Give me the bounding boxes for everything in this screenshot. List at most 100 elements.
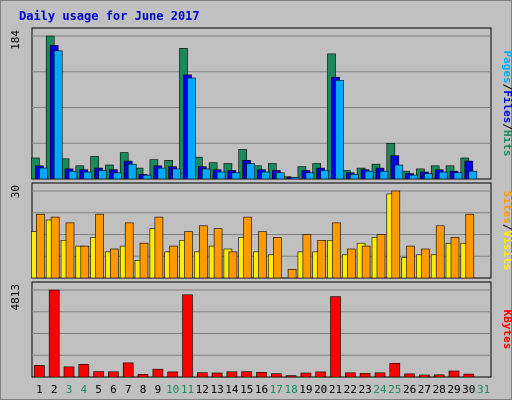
x-tick-label: 2 xyxy=(51,383,58,396)
axis-label-pages-files-hits: Pages/Files/Hits xyxy=(501,51,512,157)
bar-kbytes-day-12 xyxy=(197,372,208,378)
bar-kbytes-day-3 xyxy=(63,366,75,378)
axis-label-part: KBytes xyxy=(501,310,512,350)
x-tick-label: 28 xyxy=(433,383,446,396)
ymax-label-pages-files-hits: 184 xyxy=(9,30,22,50)
bar-kbytes-day-17 xyxy=(270,373,282,378)
x-tick-label: 17 xyxy=(270,383,283,396)
bar-sites-day-7 xyxy=(124,222,134,279)
x-tick-label: 18 xyxy=(284,383,297,396)
bar-sites-day-27 xyxy=(421,248,430,279)
bar-pages-day-10 xyxy=(172,168,181,180)
bar-kbytes-day-7 xyxy=(122,362,134,378)
bar-pages-day-16 xyxy=(261,171,270,180)
x-tick-label: 24 xyxy=(373,383,387,396)
bar-sites-day-5 xyxy=(95,213,104,279)
x-tick-label: 30 xyxy=(462,383,475,396)
bar-sites-day-19 xyxy=(302,234,312,279)
bar-sites-day-23 xyxy=(361,245,371,279)
x-tick-label: 15 xyxy=(240,383,253,396)
x-tick-label: 12 xyxy=(196,383,209,396)
bar-kbytes-day-20 xyxy=(315,371,327,378)
x-tick-label: 1 xyxy=(36,383,43,396)
x-tick-label: 25 xyxy=(388,383,401,396)
bar-pages-day-24 xyxy=(379,170,389,180)
bar-pages-day-7 xyxy=(127,163,137,180)
ymax-label-kbytes: 4813 xyxy=(9,284,22,311)
bar-sites-day-9 xyxy=(154,216,164,279)
x-tick-label: 13 xyxy=(210,383,223,396)
bar-kbytes-day-18 xyxy=(285,375,297,378)
bar-sites-day-1 xyxy=(36,213,45,279)
bar-sites-day-3 xyxy=(65,222,75,279)
bar-kbytes-day-8 xyxy=(137,373,149,378)
bar-kbytes-day-16 xyxy=(256,371,267,378)
x-tick-label: 8 xyxy=(140,383,147,396)
bar-kbytes-day-21 xyxy=(330,296,341,378)
bar-sites-day-18 xyxy=(287,268,297,279)
bar-sites-day-12 xyxy=(199,225,208,279)
bar-sites-day-24 xyxy=(376,234,386,279)
bar-pages-day-15 xyxy=(246,163,255,180)
bar-kbytes-day-15 xyxy=(241,371,252,378)
axis-label-separator: / xyxy=(501,224,512,231)
x-tick-label: 19 xyxy=(299,383,312,396)
bar-pages-day-6 xyxy=(113,172,122,180)
bar-sites-day-15 xyxy=(243,216,252,279)
bar-pages-day-8 xyxy=(142,174,152,180)
bar-kbytes-day-25 xyxy=(389,362,401,378)
bar-kbytes-day-2 xyxy=(48,289,60,378)
x-tick-label: 31 xyxy=(477,383,490,396)
bar-pages-day-5 xyxy=(98,170,107,180)
bar-pages-day-1 xyxy=(39,167,48,180)
bar-pages-day-14 xyxy=(231,172,241,180)
bar-pages-day-17 xyxy=(275,172,285,180)
x-tick-label: 26 xyxy=(403,383,416,396)
bar-pages-day-9 xyxy=(157,167,167,180)
x-tick-label: 9 xyxy=(155,383,162,396)
bar-pages-day-3 xyxy=(68,170,78,180)
x-tick-label: 6 xyxy=(110,383,117,396)
bar-kbytes-day-14 xyxy=(226,371,238,378)
bar-pages-day-29 xyxy=(453,172,463,180)
bar-kbytes-day-11 xyxy=(182,294,193,378)
bar-kbytes-day-22 xyxy=(344,372,356,378)
bar-kbytes-day-23 xyxy=(359,373,371,378)
x-tick-label: 20 xyxy=(314,383,327,396)
bar-sites-day-10 xyxy=(169,245,178,279)
bar-sites-day-28 xyxy=(435,225,445,279)
bar-kbytes-day-1 xyxy=(34,365,45,378)
bar-kbytes-day-19 xyxy=(300,372,312,378)
bar-pages-day-18 xyxy=(290,177,300,180)
bar-kbytes-day-27 xyxy=(419,374,430,378)
bar-pages-day-23 xyxy=(364,170,374,180)
x-tick-label: 11 xyxy=(181,383,194,396)
bar-pages-day-26 xyxy=(409,174,418,180)
bar-pages-day-27 xyxy=(424,173,433,180)
x-tick-label: 4 xyxy=(80,383,87,396)
bar-sites-day-16 xyxy=(258,231,267,279)
bar-kbytes-day-4 xyxy=(78,363,90,378)
plot-area-kbytes xyxy=(31,281,492,378)
ymax-label-visits-sites: 30 xyxy=(9,185,22,198)
bar-pages-day-22 xyxy=(349,174,359,180)
bar-kbytes-day-26 xyxy=(404,373,415,378)
x-tick-label: 21 xyxy=(329,383,342,396)
axis-label-part: Visits xyxy=(501,231,512,271)
axis-label-part: Files xyxy=(501,90,512,123)
bar-pages-day-20 xyxy=(320,170,330,180)
bar-sites-day-25 xyxy=(391,190,401,279)
chart-title: Daily usage for June 2017 xyxy=(19,9,200,23)
bar-kbytes-day-30 xyxy=(463,373,475,378)
bar-kbytes-day-13 xyxy=(211,372,223,378)
x-tick-label: 29 xyxy=(447,383,460,396)
bar-kbytes-day-24 xyxy=(374,372,386,378)
bar-pages-day-30 xyxy=(468,170,478,180)
axis-label-separator: / xyxy=(501,123,512,130)
x-tick-label: 23 xyxy=(358,383,371,396)
bar-pages-day-13 xyxy=(216,171,226,180)
bar-sites-day-8 xyxy=(139,242,149,279)
bar-sites-day-4 xyxy=(80,245,90,279)
bar-sites-day-26 xyxy=(406,245,415,279)
x-tick-label: 7 xyxy=(125,383,132,396)
